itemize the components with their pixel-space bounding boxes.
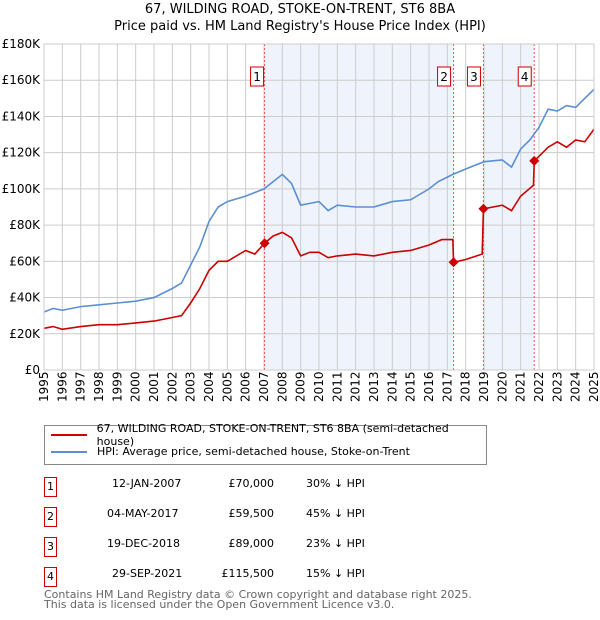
- sale-hpi: 23% ↓ HPI: [306, 537, 365, 550]
- x-tick-label: 2020: [495, 371, 509, 402]
- x-tick-label: 2022: [532, 371, 546, 402]
- y-tick-label: £180K: [2, 37, 42, 51]
- plot-area: 1995 1996 1997 1998 1999 2000 2001 2002 2003 2004…: [2, 37, 600, 402]
- footer: Contains HM Land Registry data © Crown c…: [44, 588, 472, 611]
- sale-label-box: [437, 66, 452, 87]
- x-tick-label: 2021: [514, 371, 528, 402]
- x-tick-label: 1999: [110, 371, 124, 402]
- legend-item-property: 67, WILDING ROAD, STOKE-ON-TRENT, ST6 8B…: [45, 422, 486, 448]
- x-tick-label: 1998: [92, 371, 106, 402]
- sale-price: £70,000: [228, 477, 275, 490]
- x-tick-label: 2003: [184, 371, 198, 402]
- x-tick-label: 2009: [294, 371, 308, 402]
- y-tick-label: £40K: [9, 291, 41, 305]
- x-tick-label: 2024: [569, 371, 583, 402]
- x-tick-label: 2008: [275, 371, 289, 402]
- x-tick-label: 2007: [257, 371, 271, 402]
- x-tick-label: 2006: [239, 371, 253, 402]
- plot-border: [43, 43, 595, 371]
- sale-number: 4: [44, 567, 57, 587]
- sale-label: 2: [440, 70, 448, 84]
- x-tick-label: 2005: [220, 371, 234, 402]
- sale-hpi: 30% ↓ HPI: [306, 477, 365, 490]
- series-line: [43, 88, 595, 313]
- y-tick-label: £100K: [2, 182, 42, 196]
- y-tick-label: £120K: [2, 146, 42, 160]
- y-tick-label: £0: [25, 363, 40, 377]
- sale-row: 2 04-MAY-2017 £59,500 45% ↓ HPI: [44, 505, 444, 527]
- sale-row: 3 19-DEC-2018 £89,000 23% ↓ HPI: [44, 535, 444, 557]
- x-tick-label: 2014: [385, 371, 399, 402]
- chart-title: 67, WILDING ROAD, STOKE-ON-TRENT, ST6 8B…: [144, 2, 456, 17]
- sale-row: 1 12-JAN-2007 £70,000 30% ↓ HPI: [44, 475, 444, 497]
- sale-number: 2: [44, 507, 57, 527]
- legend: 67, WILDING ROAD, STOKE-ON-TRENT, ST6 8B…: [44, 422, 487, 465]
- series-line: [43, 128, 595, 331]
- x-tick-label: 2017: [440, 371, 454, 402]
- sale-price: £59,500: [228, 507, 275, 520]
- sale-point: [259, 238, 270, 249]
- x-tick-label: 1997: [74, 371, 88, 402]
- sale-label-box: [466, 66, 481, 87]
- sale-label-box: [250, 66, 265, 87]
- chart-subtitle: Price paid vs. HM Land Registry's House …: [114, 19, 486, 34]
- sale-date: 19-DEC-2018: [107, 537, 181, 550]
- x-tick-label: 2011: [330, 371, 344, 402]
- legend-label: HPI: Average price, semi-detached house,…: [97, 445, 410, 458]
- y-tick-label: £60K: [9, 254, 41, 268]
- x-tick-label: 2012: [349, 371, 363, 402]
- x-tick-label: 2001: [147, 371, 161, 402]
- sale-price: £89,000: [228, 537, 275, 550]
- x-tick-label: 2002: [165, 371, 179, 402]
- x-tick-label: 2016: [422, 371, 436, 402]
- x-tick-label: 2000: [129, 371, 143, 402]
- sale-date: 04-MAY-2017: [107, 507, 179, 520]
- y-tick-label: £20K: [9, 327, 41, 341]
- sale-point: [529, 155, 540, 166]
- sale-label: 4: [521, 70, 529, 84]
- x-tick-label: 2018: [459, 371, 473, 402]
- legend-swatch: [51, 433, 87, 436]
- sale-point: [448, 257, 459, 268]
- sale-price: £115,500: [221, 567, 275, 580]
- sale-label: 3: [470, 70, 478, 84]
- x-tick-label: 2010: [312, 371, 326, 402]
- x-tick-label: 2004: [202, 371, 216, 402]
- sale-label: 1: [253, 70, 261, 84]
- x-tick-label: 2019: [477, 371, 491, 402]
- sale-label-box: [517, 66, 532, 87]
- x-tick-label: 2025: [587, 371, 600, 402]
- sale-hpi: 15% ↓ HPI: [306, 567, 365, 580]
- sale-hpi: 45% ↓ HPI: [306, 507, 365, 520]
- x-tick-label: 1995: [37, 371, 51, 402]
- sale-number: 3: [44, 537, 57, 557]
- sale-number: 1: [44, 477, 57, 497]
- x-tick-label: 2015: [404, 371, 418, 402]
- y-tick-label: £140K: [2, 109, 42, 123]
- y-tick-label: £160K: [2, 73, 42, 87]
- sale-date: 12-JAN-2007: [112, 477, 182, 490]
- y-tick-label: £80K: [9, 218, 41, 232]
- x-tick-label: 1996: [55, 371, 69, 402]
- sale-point: [478, 203, 489, 214]
- legend-item-hpi: HPI: Average price, semi-detached house,…: [45, 443, 486, 460]
- legend-label: 67, WILDING ROAD, STOKE-ON-TRENT, ST6 8B…: [96, 421, 449, 448]
- x-tick-label: 2013: [367, 371, 381, 402]
- sale-row: 4 29-SEP-2021 £115,500 15% ↓ HPI: [44, 565, 444, 587]
- legend-swatch: [51, 450, 87, 453]
- x-tick-label: 2023: [550, 371, 564, 402]
- sale-date: 29-SEP-2021: [112, 567, 183, 580]
